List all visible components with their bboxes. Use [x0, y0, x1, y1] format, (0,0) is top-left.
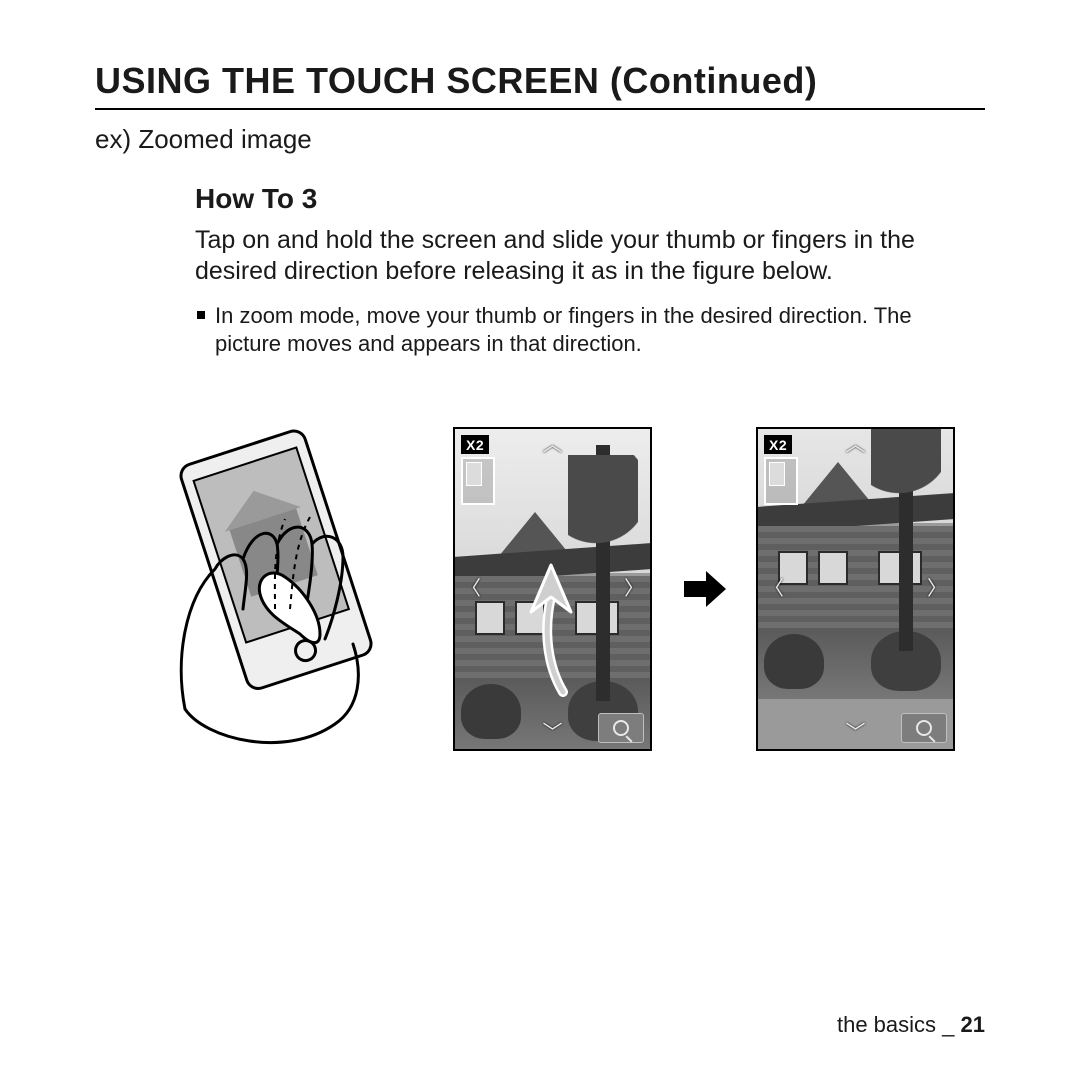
result-arrow-icon [680, 565, 728, 613]
chevron-down-icon[interactable]: ﹀ [846, 723, 866, 743]
chevron-right-icon[interactable]: 〉 [927, 579, 947, 599]
footer-section: the basics _ [837, 1012, 954, 1037]
chevron-left-icon[interactable]: 〈 [764, 579, 784, 599]
howto-heading: How To 3 [195, 183, 955, 215]
howto-bullets: In zoom mode, move your thumb or fingers… [195, 302, 955, 359]
zoom-badge: X2 [461, 435, 489, 454]
howto-body: Tap on and hold the screen and slide you… [195, 225, 955, 288]
chevron-left-icon[interactable]: 〈 [461, 579, 481, 599]
magnifier-icon [916, 720, 932, 736]
magnifier-button[interactable] [901, 713, 947, 743]
magnifier-icon [613, 720, 629, 736]
howto-bullet-item: In zoom mode, move your thumb or fingers… [195, 302, 955, 359]
hand-device-illustration [125, 409, 425, 769]
phone-screenshot-before: X2 ︿ ﹀ 〈 〉 [453, 427, 652, 751]
chevron-up-icon[interactable]: ︿ [543, 435, 563, 455]
howto-block: How To 3 Tap on and hold the screen and … [195, 183, 955, 359]
page-footer: the basics _ 21 [837, 1012, 985, 1038]
page-title: USING THE TOUCH SCREEN (Continued) [95, 60, 985, 102]
magnifier-button[interactable] [598, 713, 644, 743]
navigator-box[interactable] [764, 457, 798, 505]
navigator-box[interactable] [461, 457, 495, 505]
example-label: ex) Zoomed image [95, 124, 985, 155]
chevron-down-icon[interactable]: ﹀ [543, 723, 563, 743]
manual-page: USING THE TOUCH SCREEN (Continued) ex) Z… [0, 0, 1080, 1080]
title-rule [95, 108, 985, 110]
chevron-up-icon[interactable]: ︿ [846, 435, 866, 455]
phone-screenshot-after: X2 ︿ ﹀ 〈 〉 [756, 427, 955, 751]
footer-page-number: 21 [961, 1012, 985, 1037]
chevron-right-icon[interactable]: 〉 [624, 579, 644, 599]
figure-row: X2 ︿ ﹀ 〈 〉 [95, 409, 985, 769]
zoom-badge: X2 [764, 435, 792, 454]
